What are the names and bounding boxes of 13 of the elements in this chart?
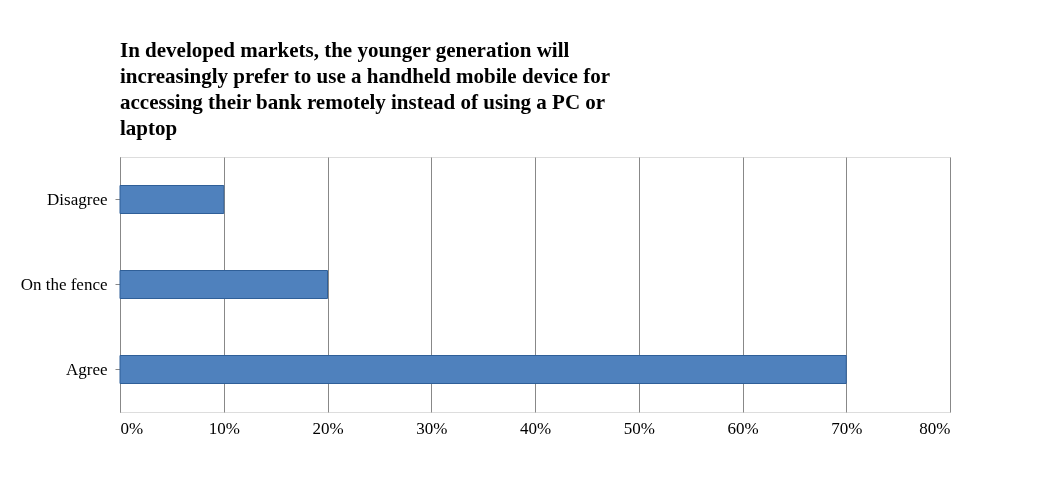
x-tick-label: 50% <box>623 418 655 438</box>
y-tick-label: On the fence <box>20 274 108 294</box>
x-tick-label: 0% <box>120 418 144 438</box>
chart-title: In developed markets, the younger generation will increasingly prefer to use a handheld mobile device for accessing their bank remotely instead of using a PC or laptop <box>120 38 610 140</box>
x-tick-label: 30% <box>416 418 448 438</box>
x-tick-label: 10% <box>208 418 240 438</box>
x-tick-label: 80% <box>919 418 951 438</box>
x-tick-label: 70% <box>831 418 863 438</box>
x-tick-label: 40% <box>519 418 552 438</box>
y-tick-label: Disagree <box>47 189 108 209</box>
x-tick-label: 20% <box>312 418 344 438</box>
x-tick-label: 60% <box>727 418 759 438</box>
y-tick-label: Agree <box>65 359 108 379</box>
